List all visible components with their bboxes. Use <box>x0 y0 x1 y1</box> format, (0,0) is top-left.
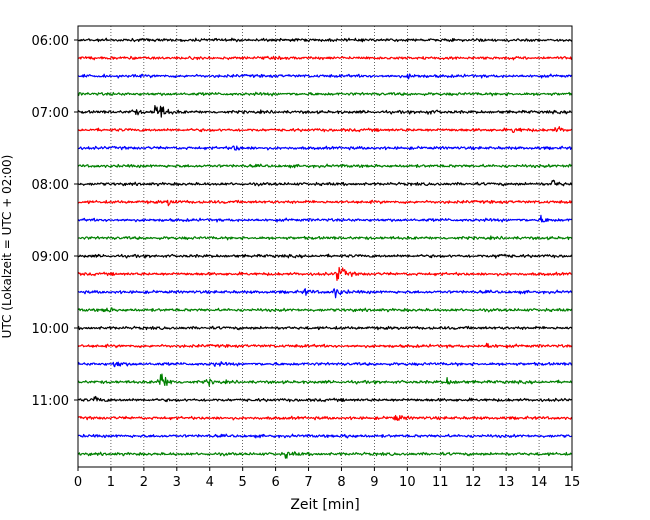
trace-0615 <box>77 55 573 61</box>
y-tick-label: 11:00 <box>32 394 69 409</box>
y-axis-ticks: 06:00 07:00 08:00 09:00 10:00 11:00 <box>32 34 78 409</box>
x-tick-label: 2 <box>140 475 148 490</box>
trace-0645 <box>77 91 573 97</box>
trace-0715 <box>77 126 573 134</box>
trace-1000 <box>77 325 573 331</box>
x-tick-label: 9 <box>370 475 378 490</box>
x-tick-label: 11 <box>432 475 449 490</box>
trace-1100 <box>77 395 573 403</box>
trace-1115 <box>77 414 573 421</box>
trace-1130 <box>77 433 573 439</box>
trace-0830 <box>77 214 573 223</box>
trace-0945 <box>77 307 573 313</box>
trace-0800 <box>77 179 573 187</box>
trace-0900 <box>77 253 573 259</box>
x-tick-label: 15 <box>564 475 581 490</box>
trace-group <box>77 37 573 459</box>
x-tick-label: 4 <box>206 475 214 490</box>
trace-0915 <box>77 266 573 282</box>
x-tick-label: 5 <box>239 475 247 490</box>
trace-0730 <box>77 145 573 151</box>
trace-0745 <box>77 163 573 169</box>
trace-1145 <box>77 451 573 459</box>
trace-1015 <box>77 342 573 349</box>
trace-0815 <box>77 199 573 207</box>
y-axis-label: UTC (Lokalzeit = UTC + 02:00) <box>0 155 14 339</box>
y-tick-label: 09:00 <box>32 250 69 265</box>
x-tick-label: 3 <box>173 475 181 490</box>
x-tick-label: 14 <box>531 475 548 490</box>
plot-frame <box>77 25 573 468</box>
y-tick-label: 06:00 <box>32 34 69 49</box>
trace-1045 <box>77 373 573 387</box>
y-tick-label: 10:00 <box>32 322 69 337</box>
x-tick-label: 7 <box>304 475 312 490</box>
x-tick-label: 6 <box>271 475 279 490</box>
trace-1030 <box>77 361 573 368</box>
y-tick-label: 07:00 <box>32 106 69 121</box>
x-tick-label: 0 <box>74 475 82 490</box>
x-tick-label: 13 <box>498 475 515 490</box>
y-tick-label: 08:00 <box>32 178 69 193</box>
trace-0630 <box>77 73 573 80</box>
x-axis-ticks: 0 1 2 3 4 5 6 7 8 9 10 11 12 13 14 15 <box>74 467 580 490</box>
trace-0845 <box>77 235 573 241</box>
trace-0600 <box>77 37 573 43</box>
x-tick-label: 1 <box>107 475 115 490</box>
x-tick-label: 12 <box>465 475 482 490</box>
trace-0930 <box>77 288 573 299</box>
x-tick-label: 8 <box>337 475 345 490</box>
x-tick-label: 10 <box>399 475 416 490</box>
trace-0700 <box>77 104 573 118</box>
x-axis-label: Zeit [min] <box>290 497 359 513</box>
